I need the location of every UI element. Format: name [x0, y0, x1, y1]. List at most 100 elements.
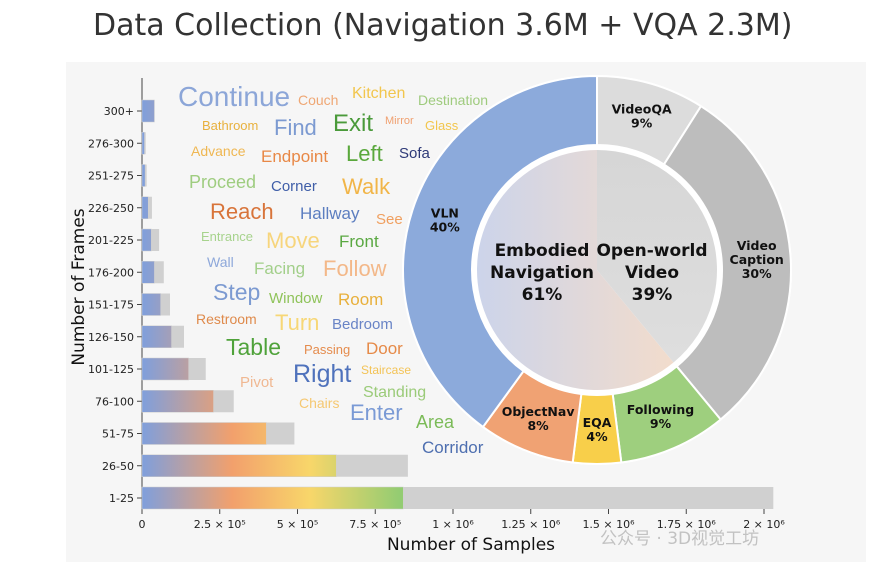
word-sofa: Sofa — [399, 145, 431, 162]
y-tick-label: 1-25 — [109, 492, 134, 505]
word-room: Room — [338, 290, 383, 309]
word-continue: Continue — [178, 81, 290, 112]
bar-vqa — [213, 390, 234, 413]
donut-label-objectnav: ObjectNav — [502, 404, 575, 419]
bar-vqa — [154, 261, 164, 284]
donut-label-eqa: 4% — [586, 429, 608, 444]
word-right: Right — [293, 360, 351, 388]
word-walk: Walk — [342, 174, 391, 199]
word-door: Door — [366, 339, 403, 358]
donut-label-vln: VLN — [431, 206, 459, 221]
word-kitchen: Kitchen — [352, 85, 405, 102]
y-tick-label: 76-100 — [95, 395, 134, 408]
inner-label-embodied-navigation: Navigation — [490, 263, 594, 283]
word-step: Step — [213, 279, 260, 305]
donut-label-eqa: EQA — [583, 415, 612, 430]
word-window: Window — [269, 290, 323, 307]
word-corner: Corner — [271, 178, 317, 195]
inner-label-open-world-video: 39% — [632, 285, 673, 305]
inner-label-open-world-video: Video — [625, 263, 679, 283]
word-exit: Exit — [333, 110, 373, 137]
inner-segment-open-world-video — [597, 150, 718, 363]
word-pivot: Pivot — [240, 374, 274, 391]
watermark: 公众号 · 3D视觉工坊 — [600, 529, 760, 549]
page-title: Data Collection (Navigation 3.6M + VQA 2… — [93, 8, 793, 43]
x-tick-label: 2 × 10⁶ — [743, 518, 785, 531]
word-turn: Turn — [275, 310, 319, 335]
bar-navigation — [141, 325, 172, 348]
donut-label-following: Following — [627, 402, 694, 417]
word-restroom: Restroom — [196, 311, 257, 327]
word-mirror: Mirror — [385, 115, 414, 127]
bar-vqa — [403, 487, 774, 509]
word-glass: Glass — [425, 118, 459, 133]
x-tick-label: 1.5 × 10⁶ — [582, 518, 635, 531]
bar-vqa — [336, 454, 408, 477]
bar-chart: 0 2.5 × 10⁵ 5 × 10⁵ 7.5 × 10⁵ 1 × 10⁶ 1.25 × … — [88, 78, 785, 531]
word-area: Area — [416, 412, 455, 432]
x-axis-label: Number of Samples — [387, 535, 555, 555]
word-table: Table — [226, 334, 281, 360]
y-tick-label: 226-250 — [88, 202, 134, 215]
y-tick-label: 251-275 — [88, 170, 134, 183]
donut-label-objectnav: 8% — [527, 418, 549, 433]
y-tick-label: 300+ — [104, 105, 134, 118]
bar-navigation — [141, 132, 145, 155]
x-tick-label: 1 × 10⁶ — [432, 518, 474, 531]
bar-navigation — [141, 196, 149, 219]
word-staircase: Staircase — [361, 363, 411, 377]
bar-navigation — [141, 164, 146, 187]
inner-label-open-world-video: Open-world — [596, 241, 707, 261]
word-wall: Wall — [207, 254, 234, 270]
bar-vqa — [148, 196, 152, 219]
word-find: Find — [274, 115, 317, 140]
y-tick-label: 176-200 — [88, 266, 134, 279]
word-advance: Advance — [191, 143, 246, 159]
bar-navigation — [141, 228, 152, 252]
bar-navigation — [141, 422, 267, 445]
word-follow: Follow — [323, 256, 387, 281]
y-tick-label: 151-175 — [88, 299, 134, 312]
bar-navigation — [141, 454, 337, 477]
x-tick-label: 7.5 × 10⁵ — [349, 518, 401, 531]
y-tick-label: 26-50 — [102, 460, 134, 473]
word-endpoint: Endpoint — [261, 147, 328, 166]
y-tick-label: 101-125 — [88, 363, 134, 376]
inner-segment-embodied-navigation — [477, 150, 674, 391]
word-move: Move — [266, 228, 320, 253]
word-hallway: Hallway — [300, 204, 360, 223]
bar-navigation — [141, 261, 155, 284]
donut-label-following: 9% — [650, 416, 672, 431]
bar-vqa — [160, 293, 170, 316]
x-tick-label: 0 — [139, 518, 146, 531]
bar-vqa — [151, 229, 160, 251]
bar-vqa — [145, 164, 147, 187]
inner-label-embodied-navigation: 61% — [522, 285, 563, 305]
bar-vqa — [144, 132, 146, 155]
x-tick-label: 1.75 × 10⁶ — [657, 518, 717, 531]
x-tick-label: 1.25 × 10⁶ — [501, 518, 561, 531]
word-cloud: Continue Couch Kitchen Destination Bathr… — [178, 81, 488, 457]
word-proceed: Proceed — [189, 172, 256, 192]
donut-label-vln: 40% — [430, 220, 460, 235]
word-standing: Standing — [363, 384, 426, 401]
y-tick-label: 51-75 — [102, 428, 134, 441]
bar-navigation — [141, 357, 189, 381]
donut-chart: VideoQA9%VideoCaption30%Following9%EQA4%… — [402, 74, 792, 465]
x-tick-label: 2.5 × 10⁵ — [194, 518, 246, 531]
donut-label-videoqa: 9% — [631, 116, 653, 131]
x-tick-label: 5 × 10⁵ — [277, 518, 319, 531]
word-bathroom: Bathroom — [202, 118, 258, 133]
bar-vqa — [188, 358, 206, 380]
word-chairs: Chairs — [299, 395, 339, 411]
word-enter: Enter — [350, 400, 403, 425]
word-bedroom: Bedroom — [332, 316, 393, 333]
bar-navigation — [141, 390, 214, 413]
word-passing: Passing — [304, 342, 350, 357]
bar-navigation — [141, 99, 155, 123]
word-corridor: Corridor — [422, 438, 484, 457]
bar-navigation — [141, 293, 161, 316]
donut-label-video-caption: Video — [737, 238, 777, 253]
y-tick-label: 201-225 — [88, 234, 134, 247]
